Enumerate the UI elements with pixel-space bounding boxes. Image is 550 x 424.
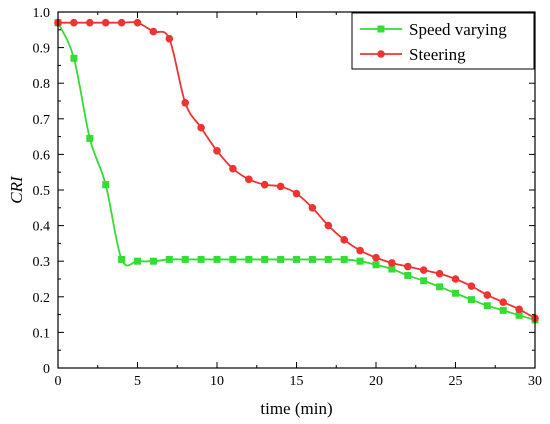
y-tick-label: 1.0 bbox=[33, 6, 51, 21]
data-point-steering bbox=[515, 305, 523, 314]
x-tick-label: 30 bbox=[528, 374, 542, 389]
legend-marker-speed-varying bbox=[377, 25, 385, 33]
y-tick-label: 0.5 bbox=[33, 184, 51, 199]
y-tick-label: 0.3 bbox=[33, 255, 51, 270]
data-point-speed-varying bbox=[515, 311, 523, 319]
data-point-speed-varying bbox=[165, 255, 173, 263]
data-point-steering bbox=[165, 34, 174, 43]
data-point-steering bbox=[372, 253, 380, 262]
data-point-speed-varying bbox=[197, 255, 205, 263]
data-point-steering bbox=[86, 18, 94, 27]
legend-marker-steering bbox=[377, 50, 385, 58]
data-point-steering bbox=[483, 291, 492, 299]
legend-label-speed-varying: Speed varying bbox=[409, 20, 507, 39]
y-tick-label: 0.6 bbox=[33, 148, 51, 163]
data-point-speed-varying bbox=[213, 255, 221, 263]
data-point-steering bbox=[276, 182, 285, 191]
data-point-speed-varying bbox=[436, 283, 444, 291]
data-point-speed-varying bbox=[452, 289, 459, 297]
data-point-steering bbox=[356, 246, 364, 255]
data-point-steering bbox=[70, 18, 78, 27]
x-tick-label: 5 bbox=[134, 374, 141, 389]
y-axis-title: CRI bbox=[7, 175, 26, 204]
data-point-steering bbox=[388, 259, 396, 267]
data-point-steering bbox=[499, 298, 508, 306]
legend: Speed varying Steering bbox=[351, 12, 535, 70]
x-tick-label: 20 bbox=[369, 374, 383, 389]
data-point-steering bbox=[308, 204, 317, 212]
data-point-steering bbox=[101, 18, 110, 27]
y-tick-label: 0.7 bbox=[33, 113, 51, 128]
data-point-speed-varying bbox=[118, 255, 126, 263]
y-tick-label: 0.1 bbox=[33, 326, 51, 341]
data-point-speed-varying bbox=[388, 265, 396, 273]
data-point-steering bbox=[404, 262, 412, 271]
data-point-steering bbox=[324, 221, 333, 230]
data-point-steering bbox=[451, 275, 460, 283]
x-axis-title: time (min) bbox=[260, 399, 332, 418]
data-point-steering bbox=[435, 269, 444, 278]
data-point-speed-varying bbox=[340, 255, 348, 263]
data-point-steering bbox=[245, 175, 253, 184]
data-point-speed-varying bbox=[293, 255, 300, 263]
data-point-speed-varying bbox=[372, 261, 380, 269]
data-point-speed-varying bbox=[181, 255, 189, 263]
data-point-speed-varying bbox=[229, 255, 237, 263]
legend-box bbox=[351, 12, 535, 70]
data-point-steering bbox=[181, 98, 189, 107]
data-point-speed-varying bbox=[356, 257, 364, 265]
data-point-speed-varying bbox=[245, 255, 253, 263]
data-point-speed-varying bbox=[149, 257, 157, 265]
data-point-steering bbox=[213, 147, 221, 155]
x-tick-label: 10 bbox=[210, 374, 224, 389]
data-point-speed-varying bbox=[308, 255, 316, 263]
x-tick-label: 15 bbox=[290, 374, 304, 389]
legend-label-steering: Steering bbox=[409, 45, 466, 64]
data-point-speed-varying bbox=[483, 302, 491, 310]
data-point-speed-varying bbox=[420, 277, 428, 285]
data-point-steering bbox=[197, 123, 205, 132]
data-point-speed-varying bbox=[102, 181, 110, 189]
x-tick-label: 0 bbox=[55, 374, 62, 389]
data-point-speed-varying bbox=[86, 134, 94, 142]
x-tick-label: 25 bbox=[449, 374, 463, 389]
data-point-speed-varying bbox=[134, 257, 141, 265]
data-point-speed-varying bbox=[499, 306, 507, 314]
data-point-steering bbox=[149, 27, 158, 36]
data-point-speed-varying bbox=[277, 255, 285, 263]
data-point-steering bbox=[292, 189, 301, 198]
data-point-steering bbox=[117, 18, 126, 27]
data-point-steering bbox=[419, 266, 428, 274]
data-point-speed-varying bbox=[467, 296, 475, 304]
data-point-speed-varying bbox=[70, 54, 78, 62]
y-tick-label: 0.2 bbox=[33, 291, 51, 306]
y-tick-label: 0.8 bbox=[33, 77, 51, 92]
data-point-steering bbox=[340, 236, 349, 244]
data-point-steering bbox=[467, 282, 476, 290]
data-point-steering bbox=[133, 18, 142, 27]
y-tick-label: 0 bbox=[43, 362, 50, 377]
data-point-speed-varying bbox=[404, 271, 412, 279]
data-point-steering bbox=[260, 180, 269, 189]
y-tick-label: 0.9 bbox=[33, 42, 51, 57]
data-point-steering bbox=[229, 164, 237, 173]
data-point-speed-varying bbox=[324, 255, 332, 263]
y-tick-label: 0.4 bbox=[33, 220, 51, 235]
axes-layer: 0 5 10 15 20 25 30 0 0.1 0.2 0.3 0.4 0.5 0.6 0.7 0.8 0.9… bbox=[7, 6, 542, 418]
data-point-speed-varying bbox=[261, 255, 269, 263]
